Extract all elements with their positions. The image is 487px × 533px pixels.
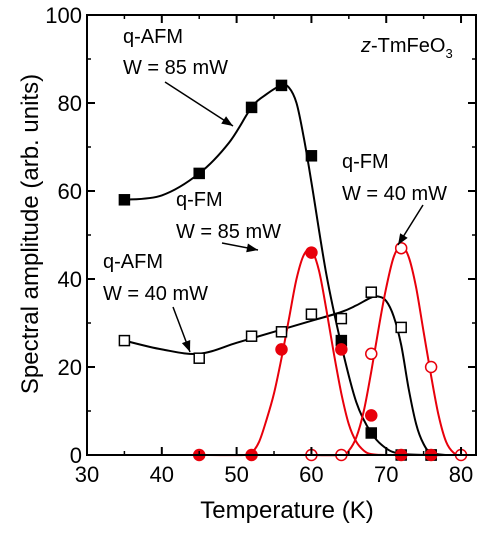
arrow-afm40-head: [181, 340, 191, 352]
y-tick-label: 20: [58, 355, 82, 380]
data-point-series-1: [365, 286, 378, 298]
data-point-series-2: [365, 409, 378, 422]
data-point-series-3: [394, 241, 408, 255]
data-point-series-0: [193, 167, 205, 180]
data-point-series-3: [365, 347, 378, 361]
data-point-series-0: [275, 79, 288, 92]
y-axis-title: Spectral amplitude (arb. units): [17, 74, 44, 394]
annotation-afm85-line2: W = 85 mW: [123, 57, 228, 79]
annotation-fm85-line1: q-FM: [176, 189, 223, 211]
y-tick-label: 40: [58, 267, 82, 292]
arrow-fm40-head: [398, 233, 408, 245]
data-point-series-1: [335, 312, 348, 325]
data-point-series-0: [365, 427, 378, 439]
corner-label-sub: 3: [445, 46, 452, 61]
data-point-series-0: [245, 101, 258, 114]
y-tick-label: 60: [58, 179, 82, 204]
annotation-fm85-line2: W = 85 mW: [176, 221, 281, 243]
y-tick-label: 0: [70, 443, 82, 468]
annotation-afm85-line1: q-AFM: [123, 26, 183, 48]
x-tick-label: 60: [299, 462, 323, 487]
data-point-series-1: [193, 352, 205, 364]
fit-line-series-0: [124, 83, 447, 457]
corner-label: z-TmFeO3: [360, 35, 453, 61]
x-tick-label: 40: [150, 462, 174, 487]
data-point-series-0: [305, 150, 318, 162]
x-tick-label: 70: [374, 462, 398, 487]
data-point-series-3: [424, 360, 438, 374]
data-point-series-1: [245, 330, 258, 342]
data-point-series-1: [118, 334, 131, 347]
x-tick-label: 30: [75, 462, 99, 487]
arrow-fm85-head: [246, 243, 258, 253]
annotation-afm40-line2: W = 40 mW: [103, 283, 208, 305]
x-tick-label: 80: [449, 462, 473, 487]
fit-line-series-2: [199, 248, 432, 457]
data-point-series-2: [305, 246, 318, 259]
data-point-series-2: [275, 343, 288, 356]
fit-line-series-1: [124, 295, 447, 456]
data-point-series-1: [275, 326, 288, 338]
y-tick-label: 80: [58, 91, 82, 116]
y-tick-label: 100: [45, 3, 82, 28]
annotation-fm40-line2: W = 40 mW: [342, 183, 447, 205]
x-axis-title: Temperature (K): [200, 497, 373, 524]
x-tick-label: 50: [224, 462, 248, 487]
data-point-series-1: [395, 321, 407, 334]
arrow-afm85-head: [221, 116, 233, 126]
data-point-series-1: [305, 308, 318, 320]
data-point-series-0: [118, 194, 131, 206]
corner-label-text: -TmFeO: [371, 35, 445, 57]
arrow-afm85: [164, 81, 234, 127]
data-point-series-2: [335, 343, 348, 356]
corner-label-italic: z: [360, 35, 371, 57]
annotation-afm40-line1: q-AFM: [103, 251, 163, 273]
annotation-fm40-line1: q-FM: [342, 151, 389, 173]
